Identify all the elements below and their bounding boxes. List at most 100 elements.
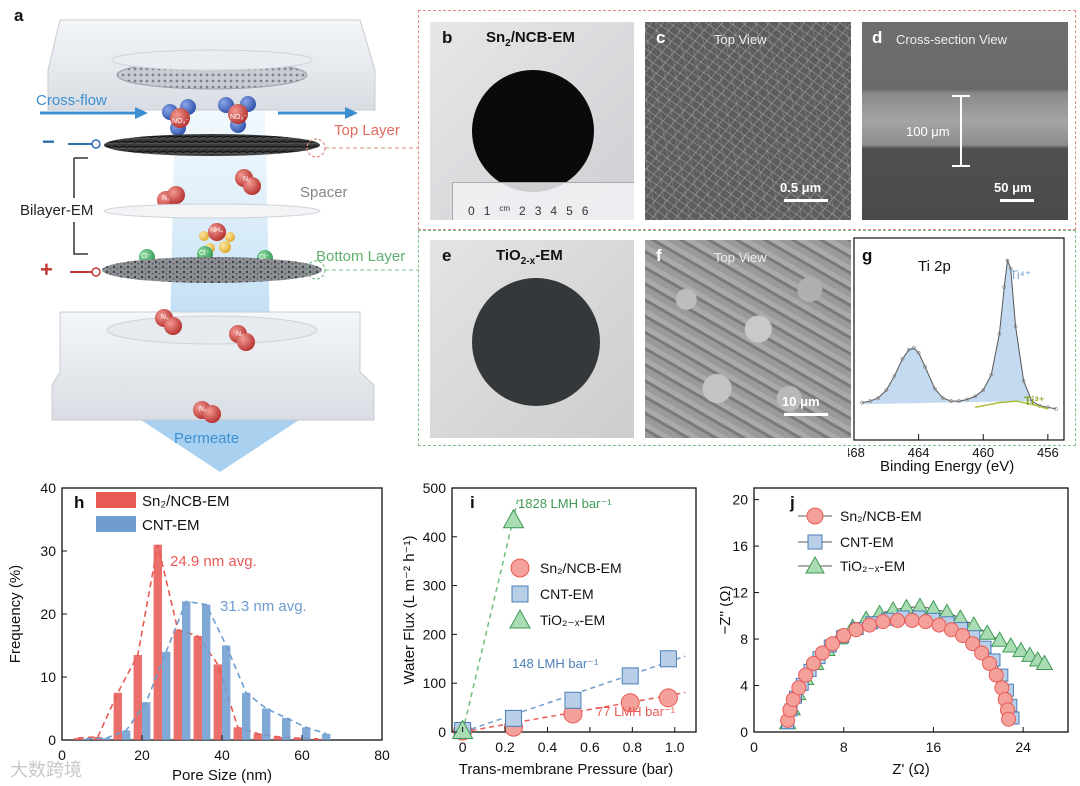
i-xtick-label: 0 xyxy=(459,739,467,755)
h-legend-swatch xyxy=(96,516,136,532)
panel-label-i: i xyxy=(470,493,475,512)
cnt-bar xyxy=(102,738,111,740)
xps-title: Ti 2p xyxy=(918,258,951,275)
no3-label: NO₃⁻ xyxy=(172,118,190,125)
j-legend-marker xyxy=(806,507,824,525)
i-legend-marker xyxy=(511,585,529,603)
cnt-fit-line xyxy=(86,600,327,740)
n2-molecule xyxy=(155,309,182,335)
panel-label-j: j xyxy=(790,493,795,512)
tio2x-em-photo xyxy=(430,240,634,438)
xps-data-point xyxy=(923,364,927,369)
sn2-bar xyxy=(213,664,222,740)
i-xtick-label: 0.4 xyxy=(538,739,558,755)
bottom-layer-label: Bottom Layer xyxy=(316,248,406,265)
xps-xtick-label: 460 xyxy=(972,445,994,460)
top-layer-box xyxy=(418,10,1076,230)
cnt-bar xyxy=(182,601,191,740)
cnt-bar xyxy=(322,733,331,740)
sn2-ncb-em-photo xyxy=(430,22,634,220)
i-ytick-label: 400 xyxy=(423,529,447,545)
sn2-eis-point xyxy=(890,612,906,628)
panel-label-e: e xyxy=(442,246,452,265)
tio2-eis-point xyxy=(911,597,929,614)
no3-molecule xyxy=(218,96,256,133)
h-ytick-label: 30 xyxy=(40,543,56,559)
tio2-eis-point xyxy=(990,631,1009,647)
sn2-bar xyxy=(193,636,202,740)
panel-label-h: h xyxy=(74,493,85,512)
ti4-label: Ti⁴⁺ xyxy=(1010,268,1032,282)
minus-sign: − xyxy=(42,129,55,154)
j-legend-label: TiO₂₋ₓ-EM xyxy=(840,558,905,574)
tio2-eis-point xyxy=(1001,637,1020,653)
sn2-bar xyxy=(253,733,262,740)
h-xtick-label: 0 xyxy=(58,747,66,763)
j-legend-label: Sn₂/NCB-EM xyxy=(840,508,922,524)
xps-data-point xyxy=(892,374,897,379)
xps-data-point xyxy=(884,388,889,393)
j-xlabel: Z' (Ω) xyxy=(892,761,929,778)
panel-label-d: d xyxy=(872,28,883,47)
xps-data-point xyxy=(876,396,881,400)
xps-data-point xyxy=(1002,285,1007,290)
i-xlabel: Trans-membrane Pressure (bar) xyxy=(459,761,674,778)
ti3-label: Ti³⁺ xyxy=(1024,394,1045,408)
scale-bar-d xyxy=(1000,199,1034,202)
scale-bar-c xyxy=(784,199,828,202)
top-view-label-f: Top View xyxy=(714,250,767,265)
tio2-flux-point xyxy=(502,508,525,529)
cnt-flux-point xyxy=(505,709,523,727)
h-xtick-label: 60 xyxy=(294,747,310,763)
cnt-bar xyxy=(142,702,151,740)
sn2-eis-point xyxy=(955,628,971,644)
xps-data-point xyxy=(949,399,953,403)
n2-label: N₂ xyxy=(199,406,207,413)
cnt-bar xyxy=(302,727,311,740)
sn2-flux-point xyxy=(620,693,640,713)
xps-data-point xyxy=(1005,258,1010,263)
n2-label: N₂ xyxy=(236,331,244,338)
permeate-label: Permeate xyxy=(174,430,240,447)
thickness-cap-bottom xyxy=(952,165,970,167)
xps-ti4-fill xyxy=(862,260,1056,409)
xps-data-point xyxy=(911,346,916,350)
gray-membrane-disk xyxy=(472,278,600,406)
i-legend-marker xyxy=(510,558,530,578)
j-xtick-label: 24 xyxy=(1015,739,1031,755)
pore-size-chart: 0 20 40 60 80 0 10 20 30 40 Pore Size (nm) Frequenc… xyxy=(7,480,390,784)
h-xlabel: Pore Size (nm) xyxy=(172,767,272,784)
cnt-bar xyxy=(282,717,291,740)
xps-chart: 468 464 460 456 xyxy=(848,237,1065,460)
sn2-eis-point xyxy=(825,636,840,652)
ruler-numbers: 0 1 cm 2 3 4 5 6 xyxy=(468,204,589,218)
j-xtick-label: 8 xyxy=(840,739,848,755)
nh4-label: NH₄ xyxy=(210,227,223,234)
watermark: 大数跨境 xyxy=(10,760,82,780)
sn2-eis-point xyxy=(988,667,1004,683)
sn2-bar xyxy=(173,629,182,740)
panel-label-c: c xyxy=(656,28,666,47)
j-ytick-label: 12 xyxy=(732,585,748,601)
panel-label-a: a xyxy=(14,6,24,25)
panel-label-f: f xyxy=(656,246,662,265)
i-legend-marker xyxy=(509,608,531,629)
sn2-slope-label: 77 LMH bar⁻¹ xyxy=(596,704,676,719)
h-ytick-label: 40 xyxy=(40,480,56,496)
eis-chart: 0 8 16 24 0 4 8 12 16 20 Z' (Ω) −Z'' (Ω) Sn₂/NCB-EM C… xyxy=(720,487,1069,778)
xps-data-point xyxy=(973,394,978,399)
scale-bar-f xyxy=(784,413,828,416)
xps-data-point xyxy=(940,396,945,400)
h-annotation-sn2: 24.9 nm avg. xyxy=(170,553,257,570)
h-legend-swatch xyxy=(96,492,136,508)
n2-label: N₂ xyxy=(162,195,170,202)
i-xtick-label: 0.8 xyxy=(623,739,643,755)
h-xtick-label: 20 xyxy=(134,747,150,763)
i-ytick-label: 100 xyxy=(423,675,447,691)
sn2-eis-point xyxy=(904,612,920,628)
black-membrane-disk xyxy=(472,70,594,192)
h-annotation-cnt: 31.3 nm avg. xyxy=(220,598,307,615)
cl-label: Cl⁻ xyxy=(259,254,270,261)
h-ylabel: Frequency (%) xyxy=(7,565,24,663)
sn2-eis-point xyxy=(836,628,852,644)
